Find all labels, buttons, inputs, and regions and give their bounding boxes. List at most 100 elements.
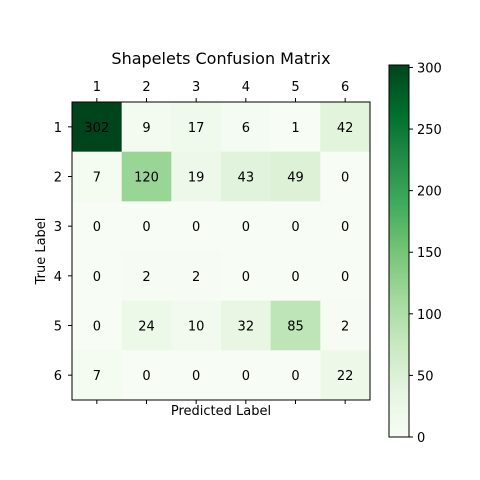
heatmap-cell-r2-c2 — [121, 151, 172, 202]
cell-value-r4-c2: 2 — [142, 270, 150, 285]
heatmap-cell-r1-c3 — [171, 102, 222, 153]
colorbar-tick-label: 0 — [417, 431, 425, 446]
cell-value-r2-c1: 7 — [93, 171, 101, 186]
cell-value-r5-c3: 10 — [188, 320, 205, 335]
cell-value-r5-c1: 0 — [93, 320, 101, 335]
x-tick-label: 3 — [192, 80, 200, 95]
cell-value-r5-c2: 24 — [138, 320, 155, 335]
cell-value-r4-c6: 0 — [341, 270, 349, 285]
cell-value-r4-c1: 0 — [93, 270, 101, 285]
heatmap-cell-r5-c4 — [221, 300, 272, 351]
y-tick-label: 6 — [54, 369, 62, 384]
colorbar-tick-label: 100 — [417, 308, 442, 323]
heatmap-cell-r4-c3 — [171, 251, 222, 302]
heatmap-cell-r2-c6 — [320, 151, 371, 202]
x-tick-label: 2 — [142, 80, 150, 95]
x-tick-label: 5 — [291, 80, 299, 95]
cell-value-r6-c5: 0 — [291, 369, 299, 384]
cell-value-r5-c5: 85 — [287, 320, 304, 335]
heatmap-cell-r1-c2 — [121, 102, 172, 153]
cell-value-r6-c4: 0 — [242, 369, 250, 384]
y-tick-label: 2 — [54, 171, 62, 186]
x-tick-label: 1 — [93, 80, 101, 95]
cell-value-r3-c6: 0 — [341, 220, 349, 235]
cell-value-r6-c6: 22 — [337, 369, 354, 384]
heatmap-cell-r5-c3 — [171, 300, 222, 351]
heatmap-cell-r4-c5 — [270, 251, 321, 302]
heatmap-cell-r4-c4 — [221, 251, 272, 302]
cell-value-r4-c5: 0 — [291, 270, 299, 285]
heatmap-cell-r1-c4 — [221, 102, 272, 153]
heatmap-cell-r6-c2 — [121, 350, 172, 401]
y-tick-label: 4 — [54, 270, 62, 285]
colorbar: 0 50 100 150 200 250 300 — [388, 61, 442, 446]
heatmap-cell-r4-c1 — [72, 251, 123, 302]
cell-value-r3-c1: 0 — [93, 220, 101, 235]
heatmap-cell-r3-c3 — [171, 201, 222, 252]
cell-value-r2-c6: 0 — [341, 171, 349, 186]
heatmap-cell-r6-c5 — [270, 350, 321, 401]
heatmap-cell-r6-c4 — [221, 350, 272, 401]
heatmap-cells — [72, 102, 371, 401]
heatmap-cell-r2-c4 — [221, 151, 272, 202]
y-tick-label: 1 — [54, 121, 62, 136]
cell-value-r1-c2: 9 — [142, 121, 150, 136]
heatmap-cell-r3-c6 — [320, 201, 371, 252]
cell-value-r2-c5: 49 — [287, 171, 304, 186]
x-axis-ticks: 1 2 3 4 5 6 — [93, 80, 349, 404]
cell-value-r5-c4: 32 — [238, 320, 255, 335]
x-tick-label: 4 — [242, 80, 250, 95]
heatmap-cell-r4-c6 — [320, 251, 371, 302]
heatmap-cell-r5-c5 — [270, 300, 321, 351]
heatmap-cell-r1-c6 — [320, 102, 371, 153]
heatmap-cell-labels: 302 9 17 6 1 427 120 19 43 49 00 0 0 0 0 00 2 2 0 0 00 24 10 32… — [84, 121, 353, 384]
cell-value-r2-c4: 43 — [238, 171, 255, 186]
y-axis-ticks: 1 2 3 4 5 6 — [54, 121, 72, 384]
cell-value-r5-c6: 2 — [341, 320, 349, 335]
x-axis-label: Predicted Label — [171, 404, 271, 419]
heatmap-cell-r6-c1 — [72, 350, 123, 401]
heatmap-cell-r2-c5 — [270, 151, 321, 202]
heatmap-cell-r1-c5 — [270, 102, 321, 153]
cell-value-r3-c2: 0 — [142, 220, 150, 235]
cell-value-r4-c4: 0 — [242, 270, 250, 285]
colorbar-gradient — [389, 65, 409, 437]
plot-frame — [71, 101, 371, 401]
y-axis-label: True Label — [34, 218, 49, 286]
cell-value-r6-c3: 0 — [192, 369, 200, 384]
cell-value-r1-c3: 17 — [188, 121, 205, 136]
cell-value-r1-c4: 6 — [242, 121, 250, 136]
heatmap-cell-r3-c4 — [221, 201, 272, 252]
cell-value-r6-c1: 7 — [93, 369, 101, 384]
heatmap-cell-r3-c1 — [72, 201, 123, 252]
y-tick-label: 3 — [54, 220, 62, 235]
heatmap-cell-r3-c2 — [121, 201, 172, 252]
colorbar-tick-label: 50 — [417, 369, 434, 384]
cell-value-r6-c2: 0 — [142, 369, 150, 384]
chart-title: Shapelets Confusion Matrix — [111, 49, 330, 68]
colorbar-ticks: 0 50 100 150 200 250 300 — [409, 61, 442, 446]
heatmap-cell-r4-c2 — [121, 251, 172, 302]
colorbar-tick-label: 300 — [417, 61, 442, 76]
heatmap-cell-r5-c6 — [320, 300, 371, 351]
heatmap-cell-r2-c1 — [72, 151, 123, 202]
cell-value-r4-c3: 2 — [192, 270, 200, 285]
cell-value-r1-c6: 42 — [337, 121, 354, 136]
cell-value-r2-c2: 120 — [134, 171, 159, 186]
cell-value-r1-c5: 1 — [291, 121, 299, 136]
y-tick-label: 5 — [54, 320, 62, 335]
cell-value-r3-c5: 0 — [291, 220, 299, 235]
cell-value-r3-c3: 0 — [192, 220, 200, 235]
cell-value-r3-c4: 0 — [242, 220, 250, 235]
x-tick-label: 6 — [341, 80, 349, 95]
colorbar-tick-label: 150 — [417, 246, 442, 261]
heatmap-cell-r6-c6 — [320, 350, 371, 401]
colorbar-frame — [388, 64, 410, 438]
heatmap-cell-r5-c2 — [121, 300, 172, 351]
heatmap-cell-r6-c3 — [171, 350, 222, 401]
colorbar-tick-label: 250 — [417, 123, 442, 138]
cell-value-r1-c1: 302 — [84, 121, 109, 136]
cell-value-r2-c3: 19 — [188, 171, 205, 186]
heatmap-cell-r1-c1 — [72, 102, 123, 153]
